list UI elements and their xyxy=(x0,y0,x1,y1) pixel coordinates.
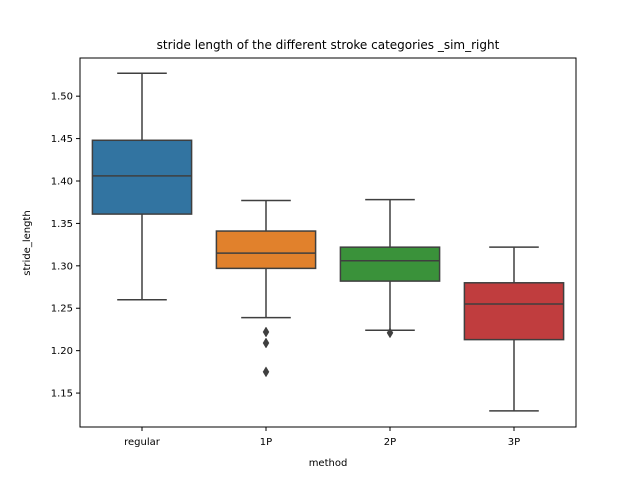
y-tick-label: 1.15 xyxy=(51,389,73,400)
x-tick-label: regular xyxy=(124,437,161,448)
y-tick-label: 1.20 xyxy=(51,346,73,357)
box-iqr xyxy=(339,246,441,282)
y-tick-label: 1.25 xyxy=(51,304,73,315)
box-iqr xyxy=(463,282,565,341)
x-axis: regular 1P 2P 3P xyxy=(124,427,520,448)
box-iqr xyxy=(91,139,193,215)
box-group-3P xyxy=(463,246,565,412)
chart-title: stride length of the different stroke ca… xyxy=(157,38,500,52)
outlier-point xyxy=(262,366,270,378)
outlier-point xyxy=(262,337,270,349)
x-axis-label: method xyxy=(309,458,348,469)
x-tick-label: 3P xyxy=(508,437,520,448)
outlier-point xyxy=(262,326,270,338)
y-axis-label: stride_length xyxy=(22,210,33,275)
y-tick-label: 1.30 xyxy=(51,261,73,272)
boxes xyxy=(91,72,565,412)
box-group-2P xyxy=(339,198,441,339)
box-group-1P xyxy=(215,199,317,378)
x-tick-label: 2P xyxy=(384,437,396,448)
y-tick-label: 1.50 xyxy=(51,92,73,103)
outlier-point xyxy=(386,327,394,339)
y-tick-label: 1.40 xyxy=(51,177,73,188)
x-tick-label: 1P xyxy=(260,437,272,448)
y-tick-label: 1.35 xyxy=(51,219,73,230)
axes-frame xyxy=(79,57,577,428)
box-iqr xyxy=(215,230,317,270)
y-tick-label: 1.45 xyxy=(51,134,73,145)
box-group-regular xyxy=(91,72,193,301)
y-axis: 1.15 1.20 1.25 1.30 1.35 1.40 1.45 1.50 xyxy=(51,92,80,400)
